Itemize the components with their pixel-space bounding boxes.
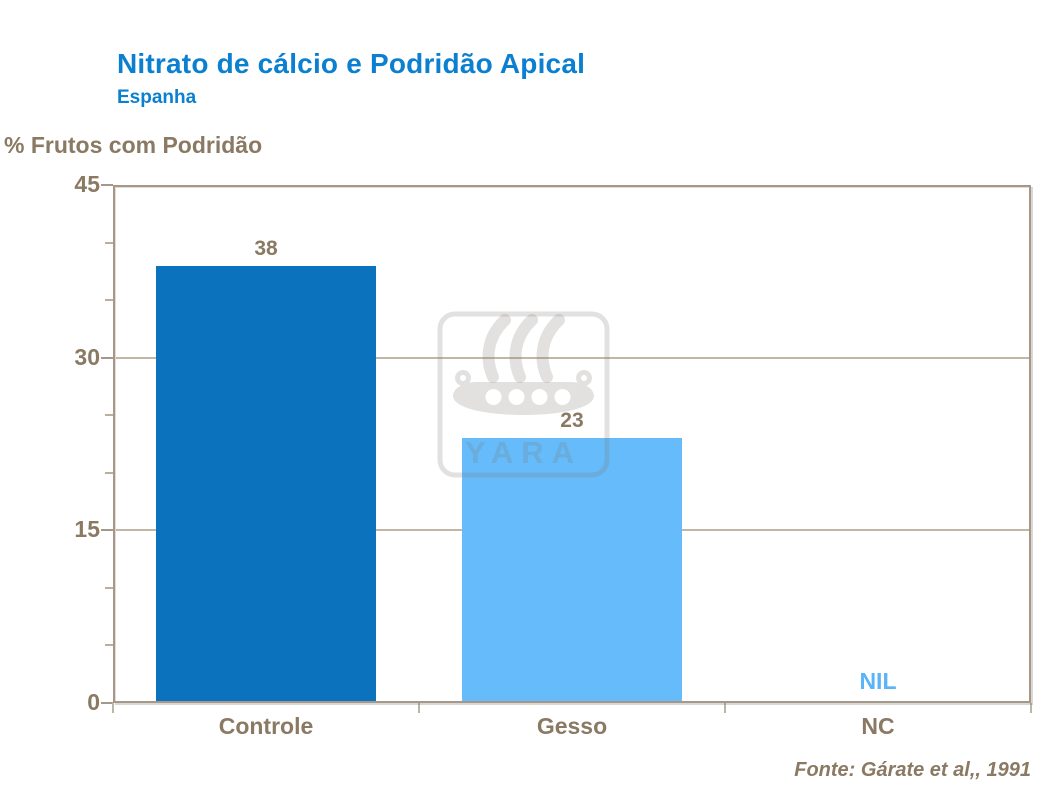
y-tick-label-45: 45: [74, 171, 100, 198]
value-label-controle: 38: [254, 236, 278, 260]
y-major-tick-45: [101, 184, 113, 186]
y-minor-tick-10: [105, 586, 113, 589]
category-label-gesso: Gesso: [536, 713, 608, 739]
category-label-controle: Controle: [218, 713, 314, 739]
value-label-nc: NIL: [859, 668, 897, 694]
bar-slot-controle: 38: [113, 185, 419, 703]
bar-slot-gesso: 23: [419, 185, 725, 703]
y-tick-label-0: 0: [87, 689, 100, 716]
chart-subtitle: Espanha: [117, 87, 197, 108]
x-boundary-tick-1: [417, 703, 420, 713]
viking-ship-hull-icon: [453, 370, 594, 415]
y-axis-label: % Frutos com Podridão: [4, 132, 263, 158]
plot-area: YARA 38 23 NIL: [101, 184, 1032, 713]
watermark-border: [437, 311, 610, 478]
bar-gesso: [461, 438, 683, 703]
y-minor-tick-35: [105, 299, 113, 302]
y-major-tick-0: [101, 702, 113, 704]
bar-controle: [155, 265, 377, 703]
y-major-tick-15: [101, 529, 113, 532]
y-minor-tick-40: [105, 241, 113, 244]
y-axis-tick-labels: 0 15 30 45: [0, 173, 100, 714]
value-label-gesso: 23: [560, 409, 584, 433]
y-tick-label-30: 30: [74, 343, 100, 370]
gridline-30: [113, 356, 1031, 359]
bar-slot-nc: NIL: [725, 185, 1031, 703]
source-citation: Fonte: Gárate et al,, 1991: [794, 759, 1031, 781]
x-boundary-tick-0: [112, 703, 114, 713]
x-boundary-tick-2: [723, 703, 726, 713]
y-major-tick-30: [101, 356, 113, 359]
y-minor-tick-5: [105, 644, 113, 647]
yara-wordmark: YARA: [465, 435, 582, 470]
y-minor-tick-20: [105, 471, 113, 474]
y-tick-label-15: 15: [74, 516, 100, 543]
x-axis-category-labels: Controle Gesso NC: [113, 713, 1031, 740]
y-minor-tick-25: [105, 414, 113, 417]
chart-title: Nitrato de cálcio e Podridão Apical: [117, 48, 586, 79]
category-label-nc: NC: [861, 713, 895, 739]
x-boundary-tick-3: [1030, 703, 1032, 713]
viking-ship-sails-icon: [482, 314, 565, 383]
yara-logo-watermark: YARA: [437, 311, 610, 478]
